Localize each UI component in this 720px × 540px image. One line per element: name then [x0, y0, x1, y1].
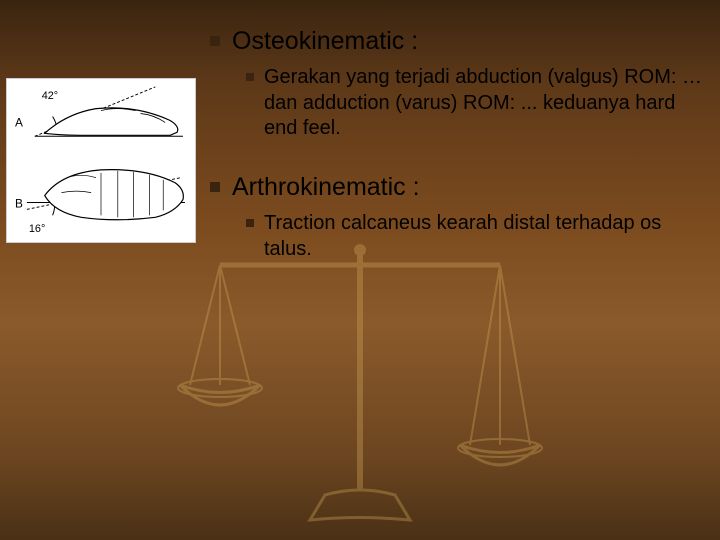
arthrokinematic-body: Traction calcaneus kearah distal terhada… [264, 211, 708, 262]
foot-angle-diagram: A 42° B 16° [6, 78, 196, 243]
diagram-angle-a: 42° [42, 90, 58, 102]
osteokinematic-body-row: Gerakan yang terjadi abduction (valgus) … [246, 65, 708, 142]
section-arthrokinematic: Arthrokinematic : [210, 172, 708, 203]
arthrokinematic-body-row: Traction calcaneus kearah distal terhada… [246, 211, 708, 262]
osteokinematic-body: Gerakan yang terjadi abduction (valgus) … [264, 65, 708, 142]
slide-content: Osteokinematic : Gerakan yang terjadi ab… [210, 26, 708, 292]
bullet-icon [246, 219, 254, 227]
diagram-angle-b: 16° [29, 223, 45, 235]
heading-osteokinematic: Osteokinematic : [232, 26, 418, 57]
section-osteokinematic: Osteokinematic : [210, 26, 708, 57]
bullet-icon [246, 73, 254, 81]
bullet-icon [210, 36, 220, 46]
diagram-label-b: B [15, 196, 23, 210]
diagram-label-a: A [15, 115, 23, 129]
heading-arthrokinematic: Arthrokinematic : [232, 172, 420, 203]
bullet-icon [210, 182, 220, 192]
